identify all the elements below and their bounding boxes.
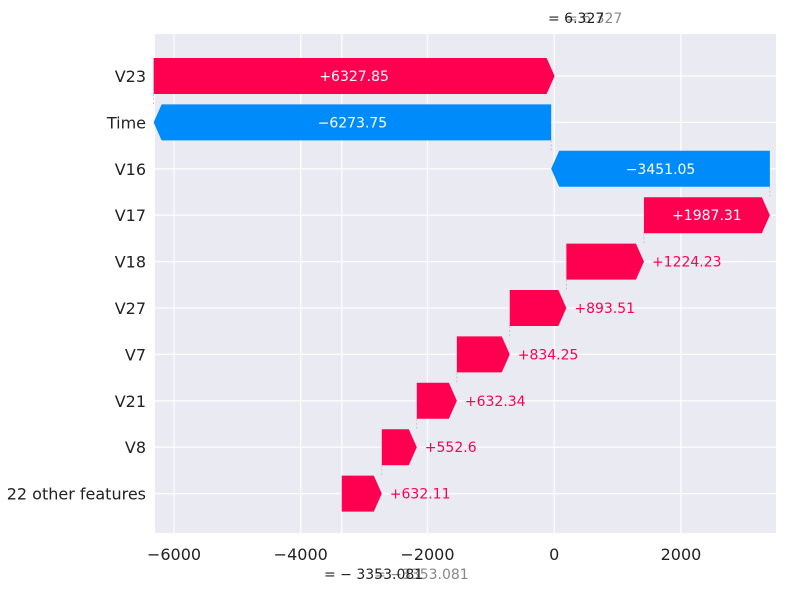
x-tick-label: −2000 bbox=[400, 545, 454, 564]
x-tick-labels: −6000 −4000 −2000 0 2000 bbox=[147, 545, 701, 564]
bar-value-label: +632.11 bbox=[390, 487, 451, 503]
y-tick-label: V18 bbox=[115, 253, 146, 272]
bar-v27 bbox=[509, 290, 567, 326]
y-tick-label: Time bbox=[106, 113, 146, 132]
base-value-label: = − 3353.081 bbox=[324, 567, 423, 583]
output-value-label: = 6.327 bbox=[548, 11, 604, 27]
output-value-ghost: = 6.327 bbox=[566, 11, 622, 27]
x-tick-label: 0 bbox=[549, 545, 559, 564]
y-tick-label: V23 bbox=[115, 67, 146, 86]
bar-value-label: +552.6 bbox=[425, 440, 477, 456]
bar-v17 bbox=[643, 197, 770, 234]
bar-v7 bbox=[456, 336, 510, 373]
bar-v16 bbox=[551, 150, 770, 187]
y-tick-label: V8 bbox=[125, 438, 146, 457]
bar-value-label: +6327.85 bbox=[319, 69, 389, 85]
x-tick-label: −4000 bbox=[274, 545, 328, 564]
bar-value-label: +632.34 bbox=[465, 394, 526, 410]
bar-v23 bbox=[153, 58, 555, 94]
bar-value-label: +893.51 bbox=[574, 301, 635, 317]
bar-v8 bbox=[381, 429, 417, 466]
y-tick-labels: V23 Time V16 V17 V18 V27 V7 V21 V8 22 other featu… bbox=[7, 67, 146, 504]
bar-value-label: +1987.31 bbox=[672, 208, 742, 224]
y-tick-label: V7 bbox=[125, 345, 146, 364]
bar-22-other-features bbox=[341, 475, 382, 512]
x-tick-label: 2000 bbox=[661, 545, 702, 564]
bar-value-label: +834.25 bbox=[518, 347, 579, 363]
base-value-ghost: = −3353.081 bbox=[374, 567, 469, 583]
bar-v21 bbox=[416, 382, 457, 419]
y-tick-label: V17 bbox=[115, 206, 146, 225]
y-tick-label: V16 bbox=[115, 160, 146, 179]
bar-time bbox=[153, 104, 552, 141]
x-tick-label: −6000 bbox=[147, 545, 201, 564]
bar-value-label: −3451.05 bbox=[626, 162, 696, 178]
bar-v18 bbox=[566, 243, 644, 280]
bar-value-label: +1224.23 bbox=[652, 255, 722, 271]
bar-value-label: −6273.75 bbox=[318, 115, 388, 131]
y-tick-label: V27 bbox=[115, 299, 146, 318]
bars: +6327.85 −6273.75 −3451.05 +1987.31 +1224.23… bbox=[153, 58, 771, 512]
y-tick-label: V21 bbox=[115, 392, 146, 411]
y-tick-label: 22 other features bbox=[7, 485, 146, 504]
